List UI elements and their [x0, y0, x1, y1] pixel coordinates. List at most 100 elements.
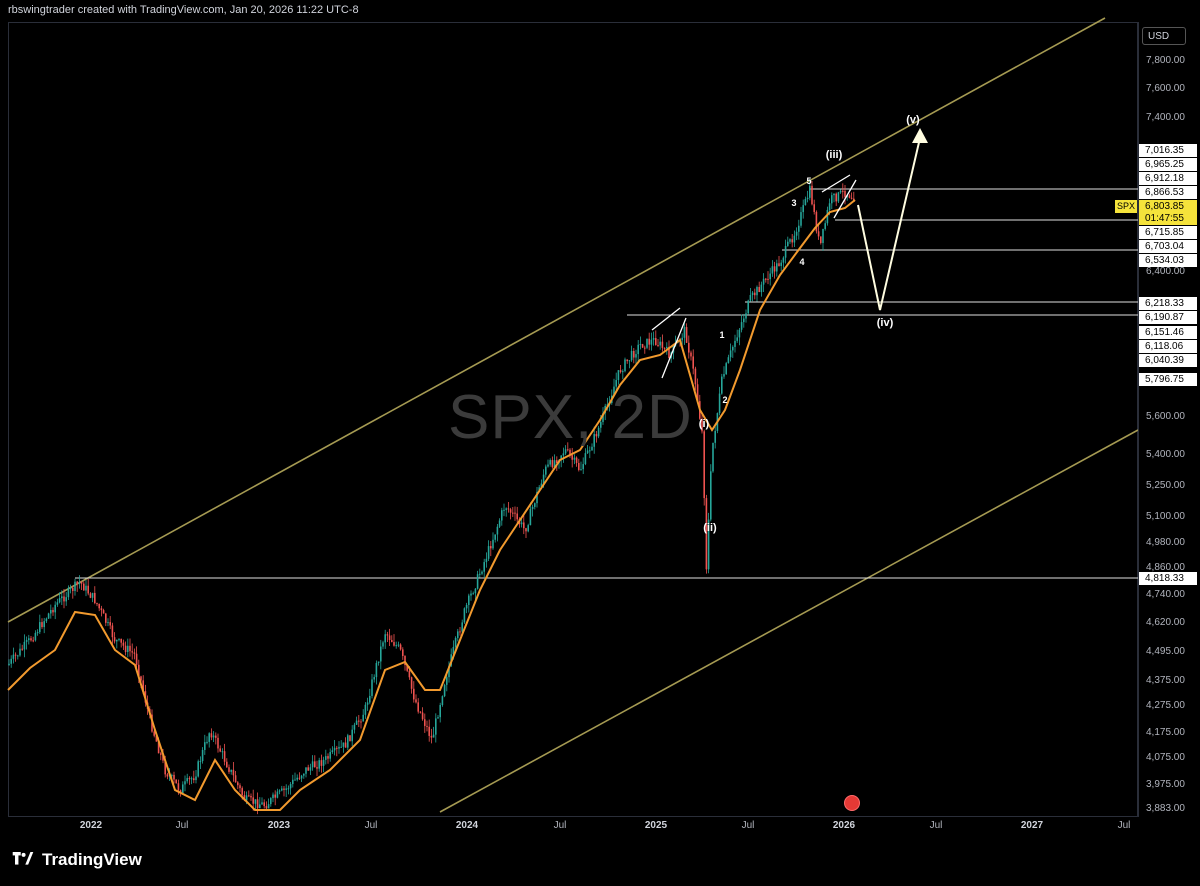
- candle-body: [452, 646, 455, 655]
- candle-body: [270, 798, 272, 805]
- candle-body: [206, 741, 208, 743]
- candle-body: [72, 587, 74, 591]
- candle-body: [287, 788, 290, 790]
- candle-body: [14, 654, 17, 656]
- candle-body: [17, 655, 19, 657]
- candle-body: [30, 638, 32, 641]
- candle-body: [454, 637, 457, 647]
- candle-body: [118, 638, 120, 640]
- candle-body: [399, 644, 402, 650]
- candle-body: [309, 767, 312, 771]
- candle-body: [45, 618, 48, 622]
- wave-label-1: 1: [719, 330, 725, 340]
- price-label: 6,912.18: [1139, 172, 1197, 185]
- candle-body: [364, 704, 367, 715]
- wedge-line-top-2026: [821, 174, 851, 193]
- candle-body: [395, 645, 397, 647]
- candle-body: [815, 211, 818, 232]
- candle-body: [173, 774, 175, 780]
- candle-body: [182, 784, 184, 794]
- time-label: 2023: [267, 820, 291, 831]
- candle-body: [619, 370, 622, 372]
- candle-body: [190, 778, 193, 780]
- candle-body: [578, 462, 580, 470]
- candle-body: [85, 585, 87, 591]
- candle-body: [443, 684, 446, 697]
- candle-body: [622, 371, 624, 373]
- candle-body: [80, 582, 83, 584]
- candle-body: [186, 778, 188, 782]
- candle-body: [703, 431, 705, 499]
- candle-body: [285, 788, 287, 790]
- candle-body: [133, 652, 136, 654]
- price-label: 6,534.03: [1139, 254, 1197, 267]
- candle-body: [397, 644, 400, 646]
- candle-body: [314, 761, 316, 768]
- candle-body: [67, 587, 70, 598]
- price-tick: 7,800.00: [1146, 55, 1185, 66]
- candle-body: [837, 192, 840, 202]
- candle-body: [602, 413, 604, 423]
- currency-button[interactable]: USD: [1142, 27, 1186, 45]
- candle-body: [94, 592, 96, 604]
- candle-body: [514, 512, 516, 514]
- candle-body: [12, 654, 15, 659]
- candle-body: [692, 356, 694, 369]
- candle-body: [171, 774, 173, 776]
- us-flag-icon[interactable]: [844, 795, 860, 811]
- candle-body: [520, 522, 523, 525]
- candle-body: [162, 754, 164, 761]
- candle-body: [668, 346, 670, 359]
- candle-body: [652, 338, 655, 340]
- candle-body: [725, 363, 727, 375]
- candle-body: [813, 204, 815, 212]
- candle-body: [127, 645, 129, 653]
- price-label: 6,040.39: [1139, 354, 1197, 367]
- candle-body: [28, 638, 30, 641]
- candle-body: [369, 695, 371, 703]
- candle-body: [540, 483, 543, 488]
- candle-body: [811, 185, 813, 205]
- candle-body: [69, 587, 72, 589]
- candle-body: [597, 427, 600, 437]
- price-label: 6,866.53: [1139, 186, 1197, 199]
- candle-body: [63, 596, 65, 602]
- candle-body: [487, 546, 490, 559]
- candle-body: [822, 228, 824, 244]
- candle-body: [712, 442, 714, 472]
- price-label: 6,965.25: [1139, 158, 1197, 171]
- candle-body: [617, 370, 620, 381]
- candle-body: [776, 263, 778, 272]
- candle-body: [707, 519, 710, 570]
- candle-body: [333, 747, 336, 751]
- candle-body: [276, 791, 279, 798]
- candle-body: [56, 602, 59, 605]
- candle-body: [342, 742, 345, 747]
- candle-body: [644, 347, 646, 349]
- candle-body: [710, 471, 712, 520]
- candle-body: [336, 747, 338, 749]
- chart-area[interactable]: [8, 22, 1138, 817]
- time-axis[interactable]: 2022 Jul 2023 Jul 2024 Jul 2025 Jul 2026…: [8, 817, 1138, 837]
- projection-arrowhead: [912, 128, 928, 143]
- price-tick: 4,860.00: [1146, 562, 1185, 573]
- candle-body: [800, 212, 802, 226]
- candle-body: [769, 273, 771, 280]
- candle-body: [683, 327, 686, 338]
- candle-body: [344, 742, 347, 748]
- price-tick: 4,175.00: [1146, 727, 1185, 738]
- tradingview-brand[interactable]: TradingView: [10, 850, 142, 870]
- price-tick: 5,250.00: [1146, 480, 1185, 491]
- candle-body: [248, 795, 250, 797]
- time-label: Jul: [175, 820, 189, 831]
- candle-body: [320, 760, 323, 766]
- candle-body: [463, 608, 466, 623]
- candle-body: [305, 767, 307, 774]
- candle-body: [771, 266, 774, 274]
- candle-body: [516, 513, 518, 520]
- candle-body: [641, 344, 644, 348]
- upper-channel-line: [7, 17, 1106, 623]
- candle-body: [835, 193, 837, 202]
- candle-body: [129, 645, 131, 652]
- candle-body: [349, 735, 351, 742]
